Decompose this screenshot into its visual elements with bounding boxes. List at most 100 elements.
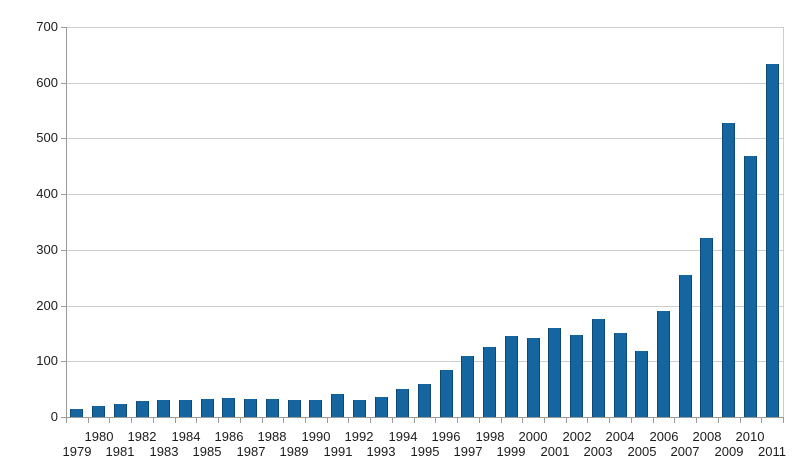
bar-1995 (418, 384, 431, 417)
bar-1987 (244, 399, 257, 417)
x-tick (435, 418, 436, 423)
x-tick (175, 418, 176, 423)
x-tick (392, 418, 393, 423)
x-tick (196, 418, 197, 423)
bar-2009 (722, 123, 735, 417)
x-axis-tick-label: 1995 (410, 444, 440, 459)
x-tick (740, 418, 741, 423)
bar-1985 (201, 399, 214, 417)
x-axis-tick-label: 1979 (62, 444, 92, 459)
x-tick (327, 418, 328, 423)
bar-2010 (744, 156, 757, 417)
bar-1981 (114, 404, 127, 417)
x-tick (587, 418, 588, 423)
bar-1992 (353, 400, 366, 417)
x-tick (479, 418, 480, 423)
x-tick (457, 418, 458, 423)
x-tick (88, 418, 89, 423)
x-axis-tick-label: 2000 (518, 429, 548, 444)
x-tick (131, 418, 132, 423)
x-axis-tick-label: 2010 (735, 429, 765, 444)
gridline-300 (66, 250, 783, 251)
x-axis-tick-label: 1980 (84, 429, 114, 444)
x-axis-tick-label: 1992 (344, 429, 374, 444)
x-axis-tick-label: 2003 (583, 444, 613, 459)
bar-1983 (157, 400, 170, 417)
y-axis-tick-label: 400 (36, 186, 58, 201)
bar-1999 (505, 336, 518, 417)
x-tick (153, 418, 154, 423)
x-axis-tick-label: 1986 (214, 429, 244, 444)
y-tick (61, 194, 66, 195)
x-tick (653, 418, 654, 423)
y-tick (61, 250, 66, 251)
x-tick (522, 418, 523, 423)
x-axis-tick-label: 1989 (279, 444, 309, 459)
bar-2006 (657, 311, 670, 417)
x-axis-tick-label: 1991 (323, 444, 353, 459)
x-axis-tick-label: 2002 (562, 429, 592, 444)
x-axis-tick-label: 1983 (149, 444, 179, 459)
x-tick (544, 418, 545, 423)
x-axis-tick-label: 1985 (192, 444, 222, 459)
bar-1989 (288, 400, 301, 417)
bar-1988 (266, 399, 279, 417)
x-tick (66, 418, 67, 423)
y-axis-tick-label: 0 (50, 409, 58, 424)
x-tick (262, 418, 263, 423)
x-tick (348, 418, 349, 423)
y-axis-tick-label: 700 (36, 19, 58, 34)
bar-2011 (766, 64, 779, 417)
gridline-200 (66, 306, 783, 307)
x-tick (501, 418, 502, 423)
x-tick (370, 418, 371, 423)
x-axis-tick-label: 2008 (692, 429, 722, 444)
x-axis-tick-label: 2011 (758, 444, 786, 459)
gridline-600 (66, 83, 783, 84)
x-tick (674, 418, 675, 423)
bar-1980 (92, 406, 105, 417)
bar-1991 (331, 394, 344, 417)
y-axis-tick-label: 100 (36, 353, 58, 368)
y-axis-tick-label: 500 (36, 130, 58, 145)
x-axis-tick-label: 2006 (649, 429, 679, 444)
x-axis-tick-label: 1987 (236, 444, 266, 459)
bar-1982 (136, 401, 149, 417)
bar-2002 (570, 335, 583, 417)
bar-1993 (375, 397, 388, 417)
y-tick (61, 27, 66, 28)
x-tick (631, 418, 632, 423)
x-tick (283, 418, 284, 423)
y-axis-tick-label: 600 (36, 75, 58, 90)
bar-1979 (70, 409, 83, 417)
x-tick (718, 418, 719, 423)
y-axis-tick-label: 300 (36, 242, 58, 257)
bar-1984 (179, 400, 192, 417)
x-axis-tick-label: 1982 (127, 429, 157, 444)
x-axis-tick-label: 2005 (627, 444, 657, 459)
y-tick (61, 83, 66, 84)
x-axis-tick-label: 2004 (605, 429, 635, 444)
y-tick (61, 306, 66, 307)
x-tick (783, 418, 784, 423)
x-axis-tick-label: 2001 (540, 444, 570, 459)
y-axis-tick-label: 200 (36, 298, 58, 313)
bar-1998 (483, 347, 496, 417)
bar-2007 (679, 275, 692, 417)
x-tick (240, 418, 241, 423)
x-tick (218, 418, 219, 423)
bar-2000 (527, 338, 540, 417)
x-axis-tick-label: 1988 (257, 429, 287, 444)
y-tick (61, 361, 66, 362)
x-axis-tick-label: 1999 (496, 444, 526, 459)
y-axis-line (66, 27, 67, 417)
gridline-500 (66, 138, 783, 139)
x-axis-tick-label: 2007 (670, 444, 700, 459)
bar-1997 (461, 356, 474, 417)
bar-1994 (396, 389, 409, 417)
bar-2003 (592, 319, 605, 417)
bar-1990 (309, 400, 322, 417)
x-tick (696, 418, 697, 423)
x-tick (609, 418, 610, 423)
